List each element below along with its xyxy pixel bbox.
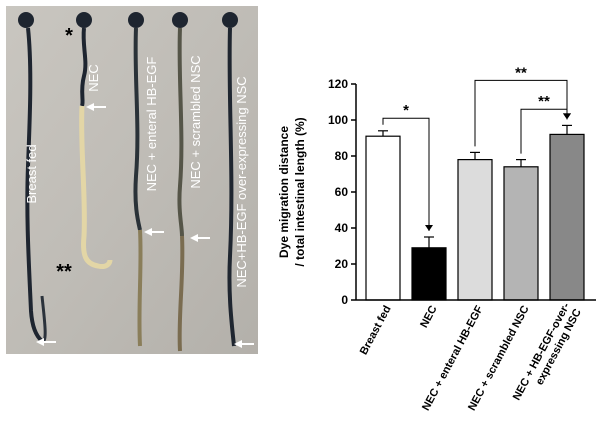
significance-label-2: ** bbox=[515, 64, 527, 81]
intestine-photo: Breast fed NEC * ** NEC + enteral HB-E bbox=[6, 6, 258, 354]
y-tick-label-80: 80 bbox=[335, 149, 349, 163]
lane-nec: NEC * ** bbox=[56, 12, 113, 283]
lane-3-dyed-segment bbox=[133, 27, 142, 231]
lane-4-label: NEC + scrambled NSC bbox=[188, 55, 203, 188]
lane-2-double-asterisk: ** bbox=[56, 261, 72, 283]
lane-3-arrow-icon bbox=[144, 228, 164, 236]
lane-4-arrow-icon bbox=[190, 234, 210, 242]
y-tick-label-20: 20 bbox=[335, 257, 349, 271]
y-tick-label-0: 0 bbox=[341, 293, 348, 307]
lane-4-stomach bbox=[172, 12, 188, 28]
lane-2-single-asterisk: * bbox=[65, 25, 73, 47]
bar-4 bbox=[503, 166, 539, 301]
lane-1-intestine bbox=[25, 27, 44, 343]
bar-5 bbox=[549, 133, 585, 301]
lane-2-label: NEC bbox=[86, 64, 101, 91]
y-tick-label-100: 100 bbox=[328, 113, 348, 127]
y-axis-label-line-1: Dye migration distance bbox=[277, 126, 291, 258]
x-tick-label-1: Breast fed bbox=[358, 304, 394, 357]
significance-arrow-icon-3 bbox=[563, 113, 571, 120]
bar-2 bbox=[411, 247, 447, 301]
lane-nec-hb-egf-over-expressing-nsc: NEC+HB-EGF over-expressing NSC bbox=[222, 12, 254, 348]
lane-5-label: NEC+HB-EGF over-expressing NSC bbox=[234, 76, 249, 287]
lane-1-stomach bbox=[18, 12, 34, 28]
y-tick-label-40: 40 bbox=[335, 221, 349, 235]
lane-5-arrow-icon bbox=[234, 340, 254, 348]
y-axis-label-line-2: / total intestinal length (%) bbox=[293, 117, 307, 266]
lane-2-stomach bbox=[76, 12, 92, 28]
significance-bracket-2 bbox=[474, 79, 568, 147]
lane-3-stomach bbox=[128, 12, 144, 28]
lane-3-undyed-segment bbox=[137, 229, 143, 347]
lane-4-undyed-segment bbox=[177, 235, 185, 352]
lane-1-arrow-icon bbox=[36, 338, 56, 346]
lane-nec-enteral-hb-egf: NEC + enteral HB-EGF bbox=[128, 12, 164, 347]
lane-5-intestine bbox=[227, 27, 236, 347]
significance-label-3: ** bbox=[538, 93, 550, 110]
lane-2-dyed-segment bbox=[80, 27, 88, 107]
lane-1-label: Breast fed bbox=[24, 144, 39, 203]
x-tick-label-2: NEC bbox=[418, 304, 440, 330]
bar-chart-panel: Dye migration distance / total intestinal… bbox=[262, 62, 602, 424]
bar-chart: Dye migration distance / total intestinal… bbox=[277, 64, 596, 413]
lane-4-dyed-segment bbox=[177, 27, 184, 237]
y-tick-label-120: 120 bbox=[328, 77, 348, 91]
significance-bracket-1 bbox=[382, 117, 430, 231]
x-tick-label-2-line-1: NEC bbox=[418, 304, 440, 330]
bar-3 bbox=[457, 158, 493, 301]
lane-5-stomach bbox=[222, 12, 238, 28]
lane-nec-scrambled-nsc: NEC + scrambled NSC bbox=[172, 12, 210, 352]
intestine-photo-panel: Breast fed NEC * ** NEC + enteral HB-E bbox=[6, 6, 258, 354]
lane-3-label: NEC + enteral HB-EGF bbox=[144, 57, 159, 192]
x-tick-label-1-line-1: Breast fed bbox=[358, 304, 394, 357]
lane-breast-fed: Breast fed bbox=[18, 12, 56, 346]
lane-2-undyed-segment bbox=[79, 105, 113, 269]
significance-arrow-icon-1 bbox=[425, 225, 433, 231]
bar-1 bbox=[365, 135, 401, 301]
photo-background bbox=[6, 6, 258, 354]
lane-2-arrow-icon bbox=[86, 103, 106, 111]
significance-label-1: * bbox=[403, 102, 409, 119]
y-tick-label-60: 60 bbox=[335, 185, 349, 199]
